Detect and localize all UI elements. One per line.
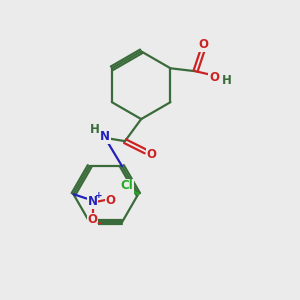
Text: O: O bbox=[88, 213, 98, 226]
Text: H: H bbox=[221, 74, 231, 87]
Text: O: O bbox=[209, 70, 219, 84]
Text: O: O bbox=[146, 148, 157, 161]
Text: N: N bbox=[88, 195, 98, 208]
Text: Cl: Cl bbox=[120, 179, 133, 192]
Text: +: + bbox=[95, 191, 103, 200]
Text: O: O bbox=[198, 38, 208, 51]
Text: -: - bbox=[97, 217, 102, 230]
Text: H: H bbox=[90, 124, 100, 136]
Text: O: O bbox=[106, 194, 116, 207]
Text: N: N bbox=[100, 130, 110, 143]
